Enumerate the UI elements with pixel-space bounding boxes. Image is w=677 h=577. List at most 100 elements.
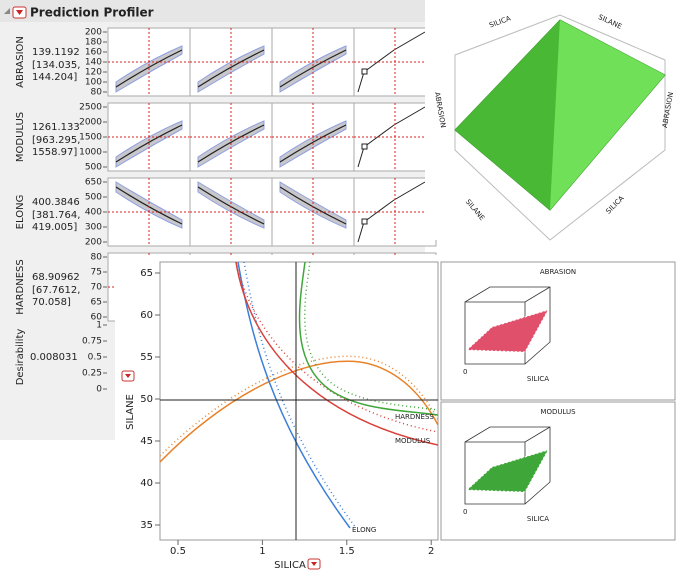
mini-title: MODULUS (540, 408, 576, 416)
ci-band (279, 181, 347, 229)
mini-z-label: 0 (463, 368, 467, 376)
abrasion-curve (298, 262, 438, 416)
y-tick-label: 2000 (79, 118, 102, 128)
y-tick-label: 1 (96, 321, 102, 331)
y-tick-label: 180 (85, 38, 102, 48)
elong-bound (243, 262, 357, 529)
profile-curve (279, 49, 347, 88)
y-tick-label: 400 (85, 208, 102, 218)
mini-x-label: SILICA (527, 375, 549, 383)
desirability-value: 0.008031 (30, 352, 78, 363)
y-tick-label: 60 (140, 310, 153, 321)
mini-panel (440, 401, 676, 541)
mini-panel (440, 261, 676, 401)
response-name: HARDNESS (15, 259, 26, 315)
confidence-interval: [963.295, (32, 135, 80, 146)
x-tick-label: 1 (259, 546, 265, 557)
y-tick-label: 65 (140, 268, 153, 279)
modulus-curve (235, 262, 438, 446)
mini-surface (465, 309, 550, 353)
x-tick-label: 1.5 (339, 546, 355, 557)
mini-surface (465, 449, 550, 493)
y-tick-label: 650 (85, 178, 102, 188)
abrasion-bound-2 (304, 262, 438, 411)
curve-label: MODULUS (395, 437, 431, 445)
response-value: 1261.133 (32, 122, 80, 133)
profiler-header (0, 0, 425, 22)
profile-curve (279, 124, 347, 163)
contour-panel: 0.5 1 1.5 2 65 60 55 50 45 40 35 SILICA SILANE ELONG H… (115, 255, 677, 573)
red-triangle (16, 10, 23, 15)
desirability-curve (357, 181, 426, 243)
y-tick-label: 0.75 (82, 337, 102, 347)
surface-shade (455, 20, 560, 210)
y-tick-label: 140 (85, 58, 102, 68)
y-tick-label: 0.5 (88, 353, 102, 363)
confidence-interval: 1558.97] (32, 147, 77, 158)
y-tick-label: 70 (91, 283, 103, 293)
hardness-curve (160, 360, 438, 463)
y-tick-label: 35 (140, 520, 153, 531)
desirability-curve (357, 31, 426, 93)
confidence-interval: 419.005] (32, 222, 77, 233)
y-axis-label: SILANE (125, 394, 136, 430)
y-tick-label: 120 (85, 68, 102, 78)
y-tick-label: 1000 (79, 148, 102, 158)
y-tick-label: 300 (85, 223, 102, 233)
profile-curve (197, 124, 265, 163)
x-axis-label: SILICA (274, 560, 306, 571)
y-tick-label: 75 (91, 268, 102, 278)
handle[interactable] (361, 218, 368, 225)
y-tick-label: 500 (85, 163, 102, 173)
y-tick-label: 45 (140, 436, 153, 447)
menu-arrow (311, 562, 317, 566)
ci-band (197, 181, 265, 229)
x-tick-label: 0.5 (170, 546, 186, 557)
y-tick-label: 80 (91, 253, 103, 263)
menu-arrow (125, 374, 131, 378)
handle[interactable] (361, 143, 368, 150)
curve-label: HARDNESS (395, 413, 434, 421)
elong-curve (237, 262, 351, 529)
response-value: 68.90962 (32, 272, 80, 283)
profile-curve (115, 49, 183, 88)
y-tick-label: 200 (85, 28, 102, 38)
y-tick-label: 60 (91, 313, 103, 323)
box (454, 14, 666, 241)
y-tick-label: 1500 (79, 133, 102, 143)
handle[interactable] (361, 68, 368, 75)
hardness-bound (160, 355, 438, 457)
y-tick-label: 40 (140, 478, 153, 489)
x-tick-label: 2 (428, 546, 434, 557)
mini-x-label: SILICA (527, 515, 549, 523)
y-tick-label: 160 (85, 48, 102, 58)
y-tick-label: 65 (91, 298, 102, 308)
y-tick-label: 0 (96, 385, 102, 395)
response-value: 400.3846 (32, 197, 80, 208)
disclosure-icon[interactable] (4, 8, 10, 14)
surface-light (550, 20, 665, 210)
desirability-name: Desirability (15, 329, 26, 386)
y-tick-label: 200 (85, 238, 102, 248)
profile-curve (197, 49, 265, 88)
y-tick-label: 2500 (79, 103, 102, 113)
desirability-curve (357, 106, 426, 168)
response-name: ELONG (15, 195, 26, 230)
y-tick-label: 55 (140, 352, 153, 363)
plot-area (159, 261, 439, 541)
y-tick-label: 50 (140, 394, 153, 405)
confidence-interval: [67.7612, (32, 285, 80, 296)
profile-curve (115, 124, 183, 163)
confidence-interval: [381.764, (32, 210, 80, 221)
y-tick-label: 0.25 (82, 369, 102, 379)
mini-z-label: 0 (463, 508, 467, 516)
y-tick-label: 500 (85, 193, 102, 203)
y-tick-label: 80 (91, 88, 103, 98)
confidence-interval: 70.058] (32, 297, 71, 308)
response-value: 139.1192 (32, 47, 80, 58)
y-tick-label: 100 (85, 78, 102, 88)
abrasion-bound (235, 262, 438, 433)
